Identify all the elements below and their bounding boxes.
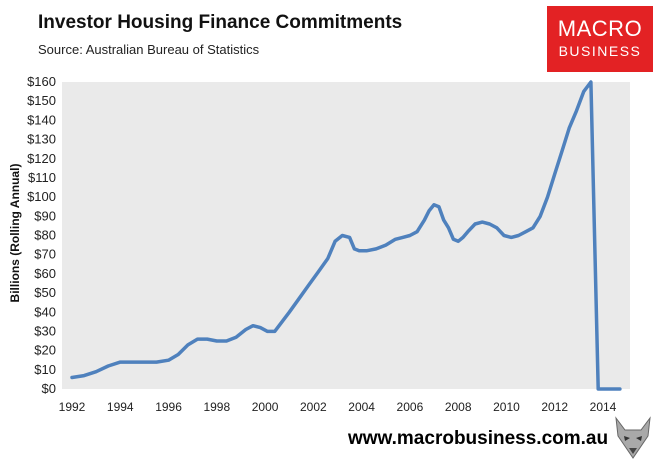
y-axis-label: Billions (Rolling Annual) [8,164,22,303]
y-tick-label: $60 [34,266,56,281]
x-tick-label: 2002 [300,400,327,414]
x-tick-label: 2008 [445,400,472,414]
y-tick-label: $50 [34,285,56,300]
x-tick-label: 2010 [493,400,520,414]
chart-source: Source: Australian Bureau of Statistics [38,42,260,57]
x-tick-label: 1996 [155,400,182,414]
y-tick-label: $110 [28,170,56,185]
y-tick-label: $140 [27,112,56,127]
y-tick-label: $150 [27,93,56,108]
y-tick-label: $40 [34,304,56,319]
y-tick-label: $10 [34,362,56,377]
y-tick-label: $160 [27,74,56,89]
y-tick-label: $20 [34,343,56,358]
x-tick-label: 2004 [348,400,375,414]
logo-line-business: BUSINESS [558,43,642,59]
x-tick-label: 1992 [59,400,86,414]
y-tick-label: $130 [27,132,56,147]
x-tick-label: 2000 [252,400,279,414]
chart-title: Investor Housing Finance Commitments [38,12,403,33]
y-tick-label: $120 [27,151,56,166]
y-tick-label: $0 [42,381,56,396]
footer-url: www.macrobusiness.com.au [348,428,609,449]
y-tick-label: $80 [34,228,56,243]
logo-line-macro: MACRO [557,16,643,41]
wolf-mascot-icon [615,416,651,459]
x-tick-label: 2012 [541,400,568,414]
x-tick-label: 2006 [397,400,424,414]
x-tick-label: 1994 [107,400,134,414]
x-tick-label: 2014 [590,400,617,414]
y-tick-label: $100 [27,189,56,204]
y-tick-label: $30 [34,323,56,338]
y-tick-label: $90 [34,208,56,223]
x-tick-label: 1998 [203,400,230,414]
series-line [70,80,622,391]
macrobusiness-logo: MACRO BUSINESS [547,6,653,72]
y-tick-label: $70 [34,247,56,262]
